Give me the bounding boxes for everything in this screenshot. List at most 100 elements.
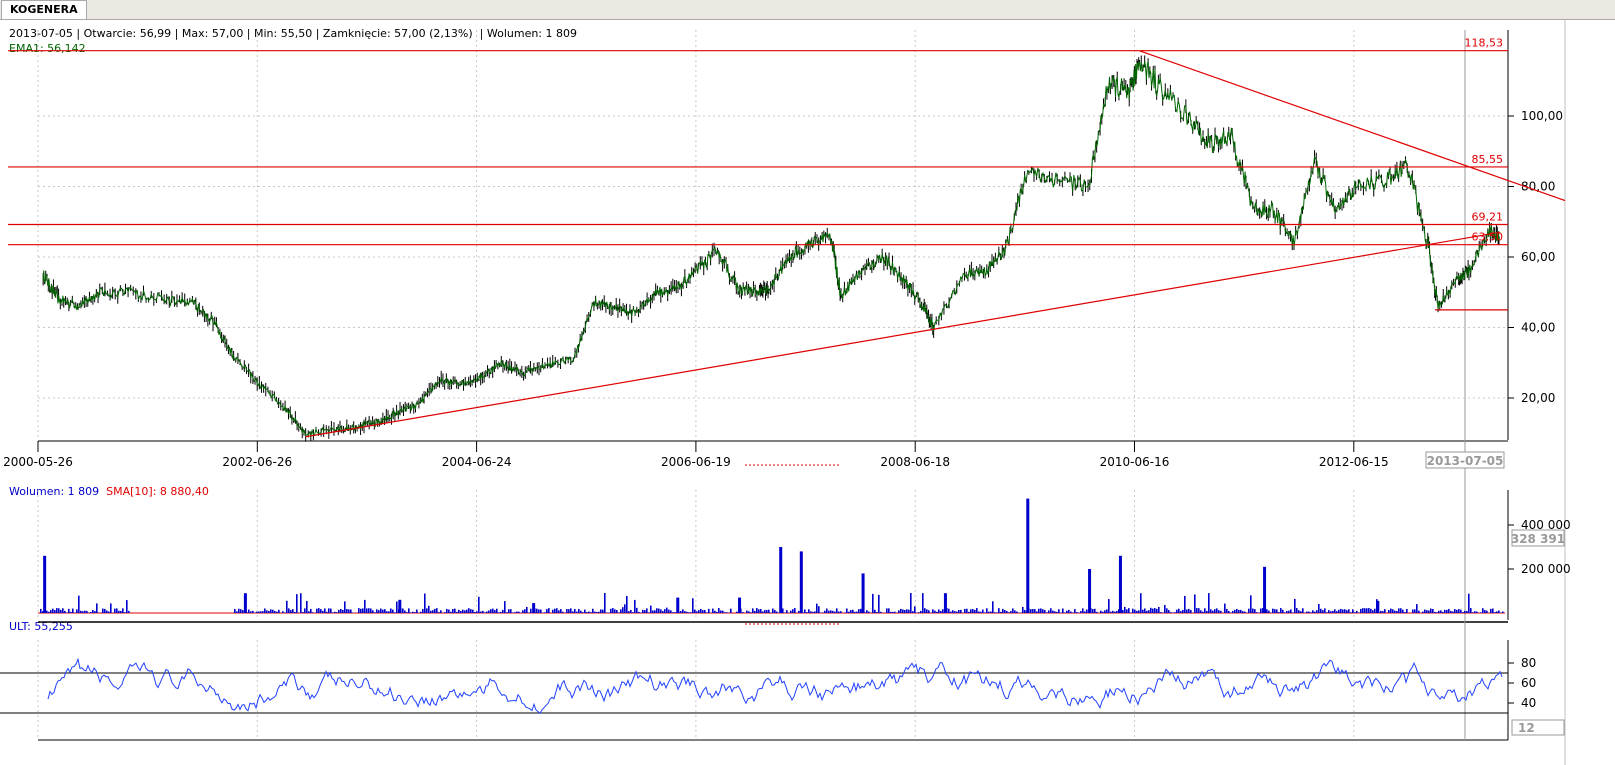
- volume-bar: [128, 610, 130, 613]
- volume-bar: [366, 608, 368, 613]
- volume-bar: [1224, 603, 1226, 613]
- volume-bar: [1438, 610, 1440, 613]
- volume-bar: [978, 611, 980, 613]
- volume-bar: [96, 603, 98, 613]
- volume-bar: [662, 611, 664, 613]
- volume-bar: [1242, 611, 1244, 613]
- volume-bar: [302, 612, 304, 613]
- level-label: 69,21: [1472, 211, 1504, 224]
- volume-bar: [1168, 610, 1170, 613]
- volume-bar: [1462, 612, 1464, 613]
- volume-bar: [994, 612, 996, 613]
- volume-bar: [1288, 610, 1290, 613]
- volume-bar: [1044, 610, 1046, 613]
- volume-bar: [502, 609, 504, 613]
- volume-bar: [1486, 610, 1488, 613]
- volume-bar: [1004, 610, 1006, 613]
- volume-bar: [428, 605, 430, 613]
- volume-bar: [1398, 608, 1400, 613]
- volume-bar: [1220, 610, 1222, 613]
- volume-bar: [1160, 612, 1162, 613]
- volume-bar: [1318, 603, 1320, 613]
- volume-bar: [256, 611, 258, 613]
- volume-bar: [438, 612, 440, 613]
- volume-bar: [1046, 612, 1048, 613]
- volume-bar: [282, 611, 284, 613]
- volume-bar: [482, 610, 484, 613]
- volume-bar: [726, 612, 728, 613]
- volume-bar: [478, 596, 480, 613]
- volume-bar: [1272, 608, 1274, 613]
- volume-bar: [938, 609, 940, 613]
- volume-bar: [598, 611, 600, 613]
- volume-bar: [1170, 612, 1172, 613]
- ult-cursor-label: 12: [1518, 721, 1535, 735]
- volume-bar: [1072, 612, 1074, 613]
- volume-bar: [588, 611, 590, 613]
- volume-bar: [82, 611, 84, 613]
- volume-bar: [806, 612, 808, 613]
- price-tick-label: 60,00: [1521, 250, 1555, 264]
- volume-bar: [594, 611, 596, 613]
- volume-bar: [890, 611, 892, 613]
- volume-bar: [1252, 608, 1254, 613]
- volume-bar: [996, 612, 998, 613]
- date-tick-label: 2006-06-19: [661, 455, 731, 469]
- volume-bar: [1074, 609, 1076, 613]
- volume-bar: [852, 609, 854, 613]
- volume-bar: [808, 609, 810, 613]
- volume-bar: [698, 610, 700, 613]
- volume-bar: [1078, 612, 1080, 613]
- volume-bar: [1316, 610, 1318, 613]
- volume-bar: [466, 609, 468, 613]
- volume-bar: [1118, 609, 1120, 613]
- volume-cursor-box: [1511, 529, 1565, 547]
- volume-bar: [368, 608, 370, 613]
- volume-bar: [252, 610, 254, 613]
- volume-bar: [264, 608, 266, 613]
- volume-bar: [240, 609, 242, 613]
- volume-bar: [562, 611, 564, 613]
- volume-bar: [1138, 610, 1140, 613]
- volume-bar: [552, 609, 554, 613]
- volume-bar: [276, 611, 278, 613]
- volume-bar: [1238, 609, 1240, 613]
- volume-bar: [270, 609, 272, 613]
- volume-bar: [828, 610, 830, 613]
- volume-bar: [68, 608, 70, 613]
- volume-bar: [58, 608, 60, 613]
- tab-kogenera[interactable]: KOGENERA: [1, 0, 87, 19]
- volume-bar: [630, 609, 632, 613]
- volume-bar: [708, 608, 710, 613]
- volume-bar: [716, 611, 718, 613]
- volume-bar: [1236, 608, 1238, 613]
- volume-bar: [622, 607, 624, 613]
- volume-bar: [284, 612, 286, 613]
- volume-bar: [848, 611, 850, 613]
- volume-bar: [1418, 610, 1420, 613]
- volume-bar: [878, 594, 880, 613]
- volume-bar: [1330, 611, 1332, 613]
- volume-bar: [1150, 607, 1152, 613]
- volume-bar: [316, 608, 318, 613]
- volume-bar: [772, 608, 774, 613]
- volume-bar: [942, 609, 944, 613]
- volume-bar: [736, 611, 738, 613]
- volume-bar: [1472, 612, 1474, 613]
- volume-bar: [628, 611, 630, 613]
- volume-bar: [376, 609, 378, 613]
- volume-bar: [1108, 599, 1110, 613]
- volume-bar: [522, 610, 524, 613]
- volume-bar: [658, 608, 660, 613]
- volume-bar: [76, 609, 78, 613]
- volume-bar: [636, 607, 638, 613]
- volume-bar: [1412, 609, 1414, 613]
- volume-bar: [1056, 611, 1058, 613]
- volume-bar: [752, 608, 754, 613]
- volume-bar: [1250, 595, 1252, 613]
- volume-bar: [1278, 612, 1280, 613]
- volume-bar: [1276, 609, 1278, 613]
- volume-bar: [326, 611, 328, 613]
- volume-bar: [468, 608, 470, 613]
